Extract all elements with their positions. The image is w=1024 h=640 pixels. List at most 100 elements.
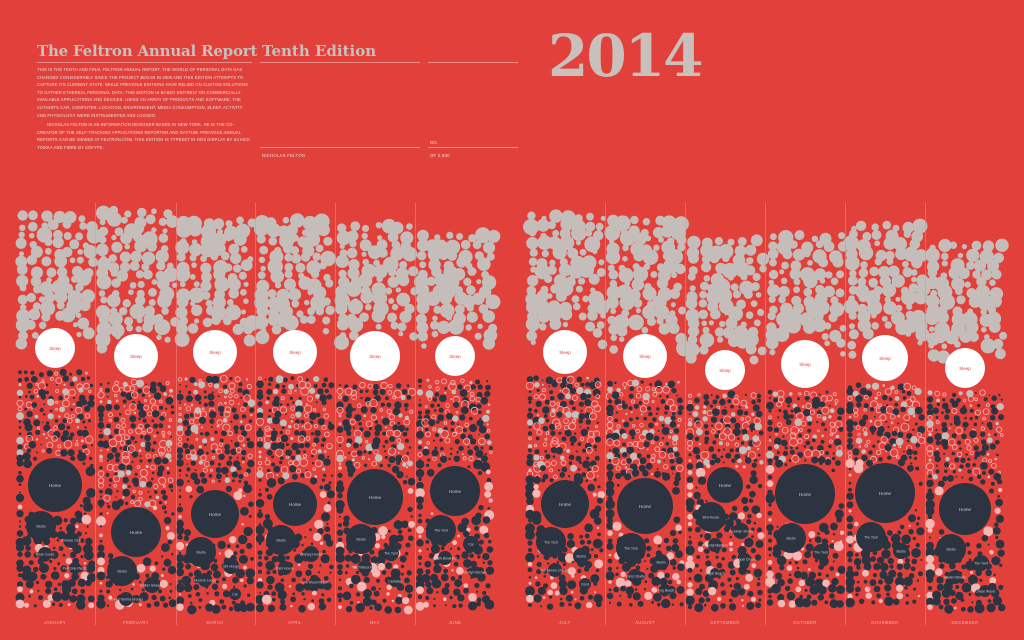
- place-bubble: [639, 457, 647, 465]
- place-bubble: [784, 463, 788, 467]
- place-outline-bubble: [666, 398, 675, 407]
- place-bubble: [988, 426, 993, 430]
- place-bubble: [613, 586, 619, 593]
- place-bubble: [906, 439, 910, 443]
- place-bubble: [905, 601, 909, 605]
- place-outline-bubble: [63, 439, 73, 449]
- place-bubble: [988, 394, 991, 396]
- activity-bubble: [750, 234, 763, 247]
- place-bubble: [720, 582, 725, 587]
- place-bubble: [243, 484, 253, 494]
- place-outline-bubble: [131, 391, 139, 399]
- activity-bubble: [995, 348, 1006, 360]
- activity-bubble: [995, 238, 1009, 252]
- activity-bubble: [844, 255, 860, 271]
- place-bubble: [282, 384, 286, 389]
- place-bubble: [688, 453, 692, 457]
- place-bubble: [673, 516, 681, 524]
- place-bubble: [669, 530, 677, 537]
- place-bubble: [97, 551, 105, 560]
- place-bubble: [286, 403, 290, 407]
- home-label: Home: [879, 491, 892, 496]
- activity-bubble: [81, 289, 95, 304]
- place-bubble: [87, 573, 97, 583]
- activity-bubble: [477, 323, 483, 329]
- place-bubble: [418, 562, 422, 566]
- place-outline-bubble: [211, 455, 216, 460]
- place-bubble: [363, 430, 371, 438]
- place-bubble: [215, 467, 222, 474]
- place-bubble: [846, 419, 854, 427]
- place-outline-bubble: [313, 424, 318, 429]
- place-outline-bubble: [97, 391, 105, 399]
- place-bubble: [714, 433, 720, 439]
- place-bubble: [575, 455, 582, 462]
- place-bubble: [806, 594, 812, 600]
- activity-bubble: [803, 287, 813, 297]
- place-bubble: [216, 424, 220, 428]
- place-bubble: [768, 396, 772, 400]
- place-bubble: [211, 583, 219, 591]
- place-bubble: [993, 472, 1002, 481]
- activity-bubble: [767, 284, 781, 298]
- place-bubble: [839, 530, 845, 535]
- place-bubble: [573, 475, 584, 485]
- place-bubble: [419, 458, 421, 461]
- place-outline-bubble: [994, 457, 998, 461]
- activity-bubble: [701, 254, 711, 264]
- place-bubble: [60, 449, 68, 457]
- activity-bubble: [972, 270, 981, 279]
- place-bubble: [417, 415, 423, 420]
- home-bubble: [28, 458, 82, 512]
- home-label: Home: [130, 530, 143, 535]
- place-bubble: [152, 410, 160, 418]
- place-outline-bubble: [165, 381, 170, 385]
- place-bubble: [397, 424, 405, 432]
- place-bubble: [863, 431, 868, 437]
- place-outline-bubble: [551, 460, 557, 467]
- activity-bubble: [176, 296, 189, 308]
- place-bubble: [185, 385, 188, 388]
- place-label: The Yard: [544, 541, 558, 545]
- place-bubble: [234, 441, 240, 448]
- activity-bubble: [821, 333, 829, 341]
- place-outline-bubble: [386, 408, 392, 415]
- place-bubble: [415, 488, 425, 498]
- activity-bubble: [307, 307, 316, 316]
- place-bubble: [644, 560, 647, 563]
- place-label: Studio: [946, 548, 956, 552]
- place-outline-bubble: [123, 384, 131, 393]
- place-bubble: [103, 428, 111, 436]
- place-bubble: [832, 560, 835, 563]
- place-outline-bubble: [417, 452, 423, 458]
- place-bubble: [767, 538, 773, 543]
- activity-bubble: [76, 256, 84, 264]
- place-bubble: [702, 410, 707, 415]
- place-outline-bubble: [76, 426, 80, 429]
- place-bubble: [987, 475, 991, 479]
- place-bubble: [23, 459, 32, 469]
- activity-bubble: [768, 279, 775, 286]
- place-bubble: [122, 476, 129, 484]
- activity-bubble: [75, 282, 84, 292]
- place-bubble: [16, 474, 24, 483]
- place-bubble: [607, 566, 613, 572]
- place-bubble: [594, 559, 604, 569]
- place-bubble: [568, 602, 572, 607]
- place-bubble: [801, 598, 812, 608]
- place-bubble: [226, 460, 233, 467]
- place-bubble: [935, 428, 938, 432]
- place-bubble: [326, 539, 334, 547]
- place-bubble: [693, 573, 703, 583]
- activity-bubble: [225, 234, 233, 242]
- place-bubble-labeled: [856, 522, 886, 552]
- place-bubble: [236, 456, 239, 459]
- place-bubble: [90, 463, 94, 468]
- place-bubble: [657, 571, 665, 580]
- activity-bubble: [883, 301, 897, 315]
- place-bubble: [350, 553, 361, 564]
- place-bubble: [871, 431, 875, 435]
- place-label: Car: [468, 543, 474, 547]
- place-bubble: [559, 601, 565, 607]
- place-bubble: [926, 591, 934, 600]
